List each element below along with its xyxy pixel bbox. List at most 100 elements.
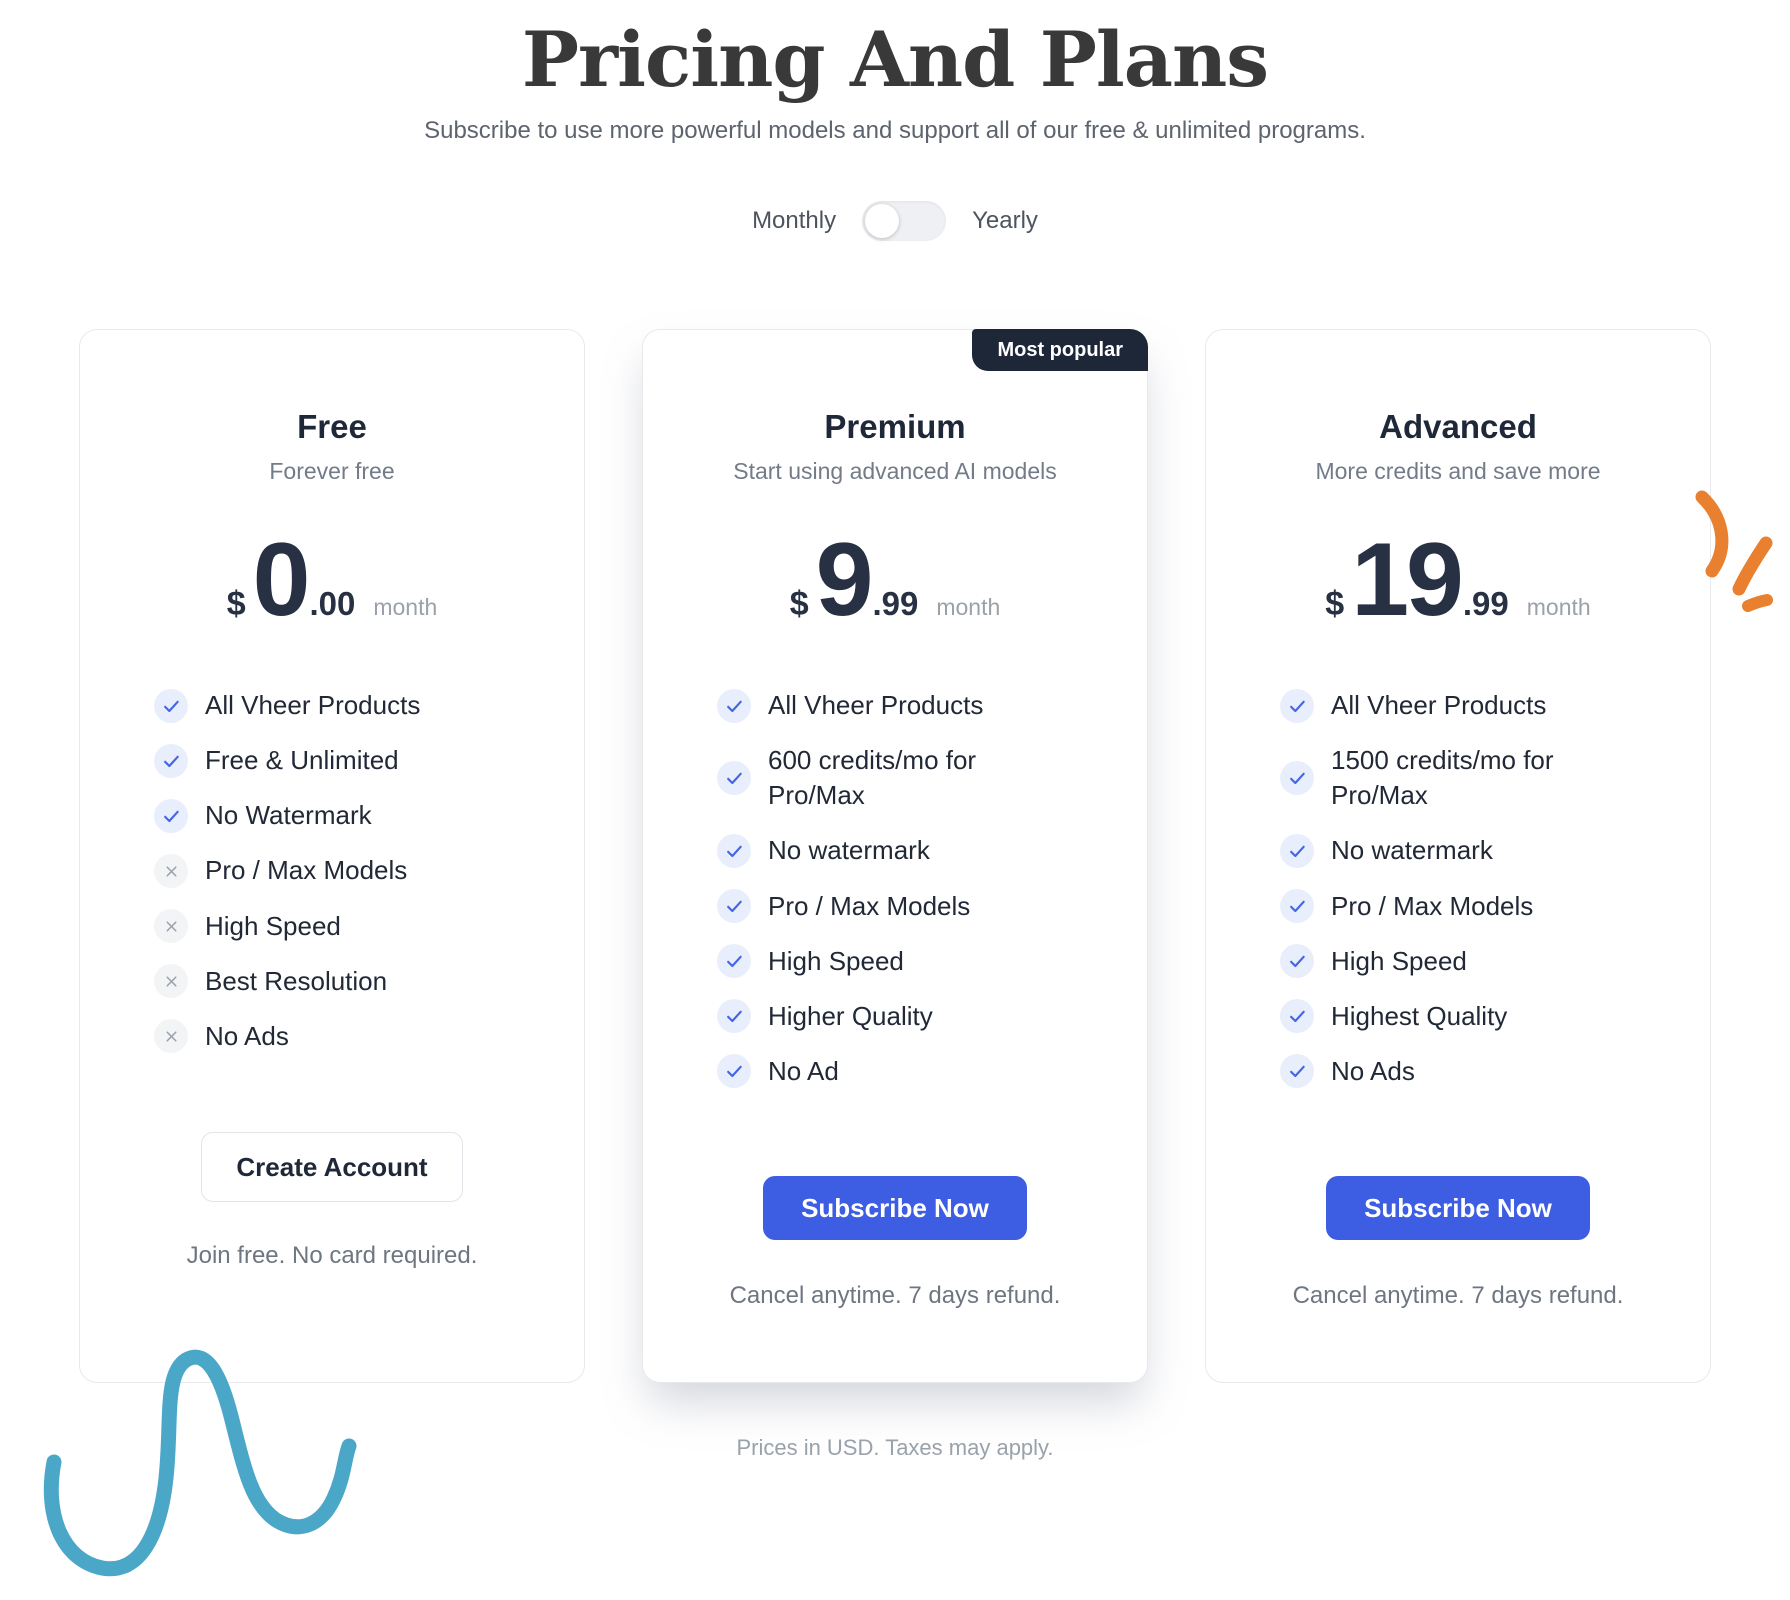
feature-item: High Speed: [1280, 944, 1680, 979]
cta-area: Subscribe Now Cancel anytime. 7 days refu…: [1206, 1176, 1710, 1382]
plan-name: Free: [297, 408, 367, 446]
feature-label: All Vheer Products: [205, 690, 421, 721]
feature-item: 1500 credits/mo for Pro/Max: [1280, 743, 1680, 813]
feature-label: 600 credits/mo for Pro/Max: [768, 745, 977, 811]
price-decimal: .99: [1462, 585, 1509, 623]
feature-item: No Ad: [717, 1054, 1117, 1089]
check-icon: [717, 999, 751, 1034]
feature-label: No Ads: [1331, 1055, 1415, 1086]
plan-price: $0.00 month: [226, 522, 438, 639]
feature-list: All Vheer Products 1500 credits/mo for Pr…: [1206, 688, 1710, 1109]
feature-item: Higher Quality: [717, 999, 1117, 1034]
subscribe-now-button[interactable]: Subscribe Now: [1326, 1176, 1590, 1241]
price-period: month: [1526, 594, 1591, 621]
check-icon: [717, 688, 751, 723]
feature-label: 1500 credits/mo for Pro/Max: [1331, 745, 1554, 811]
check-icon: [717, 1054, 751, 1089]
feature-label: Higher Quality: [768, 1000, 933, 1031]
price-decimal: .00: [309, 585, 356, 623]
price-period: month: [373, 594, 438, 621]
feature-label: All Vheer Products: [768, 690, 984, 721]
check-icon: [1280, 834, 1314, 869]
feature-label: No Watermark: [205, 800, 372, 831]
feature-item: 600 credits/mo for Pro/Max: [717, 743, 1117, 813]
check-icon: [154, 798, 188, 833]
feature-item: Highest Quality: [1280, 999, 1680, 1034]
feature-item: No Watermark: [154, 798, 554, 833]
feature-label: No Ad: [768, 1055, 839, 1086]
currency-symbol: $: [789, 585, 809, 624]
check-icon: [154, 688, 188, 723]
feature-label: No Ads: [205, 1020, 289, 1051]
cross-icon: [154, 909, 188, 944]
feature-label: All Vheer Products: [1331, 690, 1547, 721]
feature-label: Free & Unlimited: [205, 745, 399, 776]
page-subtitle: Subscribe to use more powerful models an…: [424, 117, 1366, 145]
plan-price: $9.99 month: [789, 522, 1001, 639]
feature-label: Best Resolution: [205, 965, 388, 996]
feature-item: No watermark: [1280, 833, 1680, 869]
plan-note: Join free. No card required.: [186, 1242, 478, 1270]
feature-label: Pro / Max Models: [768, 890, 971, 921]
plan-tagline: Forever free: [269, 458, 395, 485]
check-icon: [717, 889, 751, 924]
switch-knob[interactable]: [865, 204, 900, 239]
plan-card-premium: Most popular Premium Start using advanced …: [642, 329, 1148, 1384]
plan-note: Cancel anytime. 7 days refund.: [1292, 1282, 1624, 1310]
feature-item: All Vheer Products: [154, 688, 554, 723]
plan-note: Cancel anytime. 7 days refund.: [729, 1282, 1061, 1310]
yearly-label[interactable]: Yearly: [972, 207, 1038, 235]
plan-price: $19.99 month: [1325, 522, 1591, 639]
price-integer: 19: [1351, 522, 1464, 639]
feature-item: High Speed: [717, 944, 1117, 979]
feature-label: High Speed: [1331, 945, 1467, 976]
feature-item: All Vheer Products: [1280, 688, 1680, 723]
feature-item: High Speed: [154, 909, 554, 944]
feature-label: High Speed: [205, 910, 341, 941]
plan-card-advanced: Advanced More credits and save more $19.99…: [1205, 329, 1711, 1384]
cross-icon: [154, 964, 188, 999]
page-title: Pricing And Plans: [521, 15, 1269, 104]
check-icon: [717, 834, 751, 869]
check-icon: [1280, 761, 1314, 796]
price-integer: 0: [252, 522, 311, 639]
price-period: month: [936, 594, 1001, 621]
cta-area: Subscribe Now Cancel anytime. 7 days refu…: [643, 1176, 1147, 1382]
cross-icon: [154, 854, 188, 889]
plan-name: Premium: [824, 408, 966, 446]
price-integer: 9: [815, 522, 874, 639]
feature-list: All Vheer Products 600 credits/mo for Pro…: [643, 688, 1147, 1109]
billing-period-switch[interactable]: [862, 201, 947, 242]
feature-label: Pro / Max Models: [1331, 890, 1534, 921]
feature-item: No Ads: [154, 1019, 554, 1054]
feature-label: No watermark: [768, 835, 930, 866]
check-icon: [717, 944, 751, 979]
check-icon: [717, 761, 751, 796]
create-account-button[interactable]: Create Account: [201, 1132, 463, 1203]
currency-symbol: $: [1325, 585, 1345, 624]
feature-label: Highest Quality: [1331, 1000, 1508, 1031]
check-icon: [1280, 999, 1314, 1034]
feature-item: No Ads: [1280, 1054, 1680, 1089]
monthly-label[interactable]: Monthly: [752, 207, 837, 235]
feature-list: All Vheer Products Free & Unlimited No Wat…: [80, 688, 584, 1074]
feature-item: All Vheer Products: [717, 688, 1117, 723]
plan-card-free: Free Forever free $0.00 month All Vheer Prod…: [79, 329, 585, 1384]
feature-item: Pro / Max Models: [1280, 889, 1680, 924]
feature-label: No watermark: [1331, 835, 1493, 866]
subscribe-now-button[interactable]: Subscribe Now: [763, 1176, 1027, 1241]
most-popular-badge: Most popular: [972, 329, 1148, 372]
currency-symbol: $: [226, 585, 246, 624]
billing-toggle-row: Monthly Yearly: [0, 201, 1790, 242]
check-icon: [1280, 944, 1314, 979]
price-decimal: .99: [872, 585, 919, 623]
feature-item: No watermark: [717, 833, 1117, 869]
feature-item: Best Resolution: [154, 964, 554, 999]
plan-name: Advanced: [1379, 408, 1537, 446]
feature-item: Free & Unlimited: [154, 743, 554, 778]
plan-cards: Free Forever free $0.00 month All Vheer Prod…: [0, 329, 1790, 1384]
feature-label: High Speed: [768, 945, 904, 976]
cta-area: Create Account Join free. No card require…: [80, 1132, 584, 1382]
check-icon: [1280, 889, 1314, 924]
